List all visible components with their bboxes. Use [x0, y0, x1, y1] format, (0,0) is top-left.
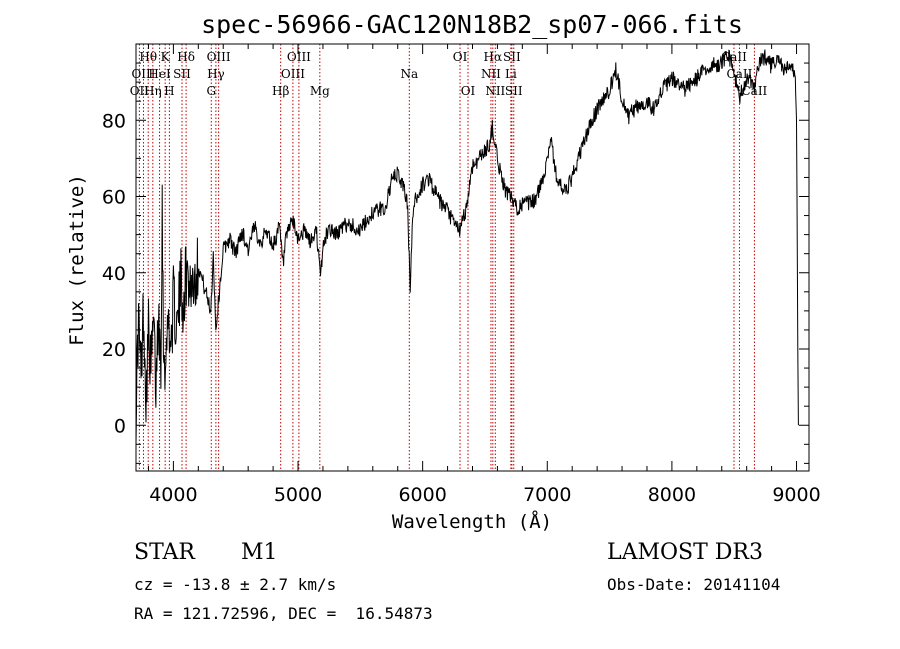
y-tick-label: 20: [102, 339, 126, 361]
y-tick-label: 80: [102, 110, 126, 132]
x-axis-ticks: 4000 5000 6000 7000 8000 9000: [147, 44, 821, 506]
plot-frame: [135, 43, 810, 472]
line-marker-label: NII: [481, 67, 501, 81]
line-marker-label: G: [206, 84, 216, 98]
x-tick-label: 7000: [523, 484, 571, 506]
emission-line-markers: OII Hθ OIII Hη HeI K H SII Hδ G OIII Hγ Hβ OIII OIII Mg…: [130, 44, 768, 471]
line-marker-label: Na: [400, 67, 418, 81]
line-marker-label: OI: [461, 84, 476, 98]
line-marker-label: SII: [505, 84, 523, 98]
line-marker-label: Hβ: [272, 84, 289, 98]
line-marker-label: SII: [173, 67, 191, 81]
redshift-velocity: cz = -13.8 ± 2.7 km/s: [134, 575, 337, 594]
line-marker-label: OII: [130, 84, 150, 98]
x-axis-label: Wavelength (Å): [392, 510, 552, 533]
chart-title: spec-56966-GAC120N18B2_sp07-066.fits: [201, 10, 743, 39]
line-marker-label: Hδ: [177, 50, 195, 64]
x-tick-label: 4000: [149, 484, 197, 506]
line-marker-label: H: [164, 84, 174, 98]
spectrum-series: [135, 49, 799, 445]
line-marker-label: CaII: [721, 50, 747, 64]
line-marker-label: Mg: [310, 84, 330, 98]
line-marker-label: OIII: [281, 67, 305, 81]
line-marker-label: Hα: [484, 50, 503, 64]
line-marker-label: Hη: [144, 84, 162, 98]
observation-date: Obs-Date: 20141104: [607, 575, 781, 594]
y-axis-ticks: 0 20 40 60 80: [102, 62, 809, 464]
line-marker-label: NII: [485, 84, 505, 98]
line-marker-label: OIII: [207, 50, 231, 64]
line-marker-label: HeI: [148, 67, 171, 81]
line-marker-label: Li: [505, 67, 517, 81]
line-marker-label: Hθ: [139, 50, 157, 64]
line-marker-label: SII: [503, 50, 521, 64]
y-tick-label: 0: [114, 415, 126, 437]
x-tick-label: 9000: [772, 484, 820, 506]
line-marker-label: Hγ: [207, 67, 225, 81]
object-subclass: M1: [241, 540, 278, 565]
line-marker-label: OI: [453, 50, 468, 64]
x-tick-label: 5000: [274, 484, 322, 506]
x-tick-label: 6000: [398, 484, 446, 506]
line-marker-label: OIII: [287, 50, 311, 64]
line-marker-label: K: [161, 50, 171, 64]
survey-release: LAMOST DR3: [607, 540, 763, 565]
object-class: STAR: [134, 540, 195, 565]
x-tick-label: 8000: [648, 484, 696, 506]
y-tick-label: 60: [102, 187, 126, 209]
spectrum-line: [135, 49, 799, 445]
line-marker-label: OIII: [131, 67, 155, 81]
y-tick-label: 40: [102, 263, 126, 285]
y-axis-label: Flux (relative): [66, 174, 88, 346]
coordinates: RA = 121.72596, DEC = 16.54873: [134, 604, 433, 623]
